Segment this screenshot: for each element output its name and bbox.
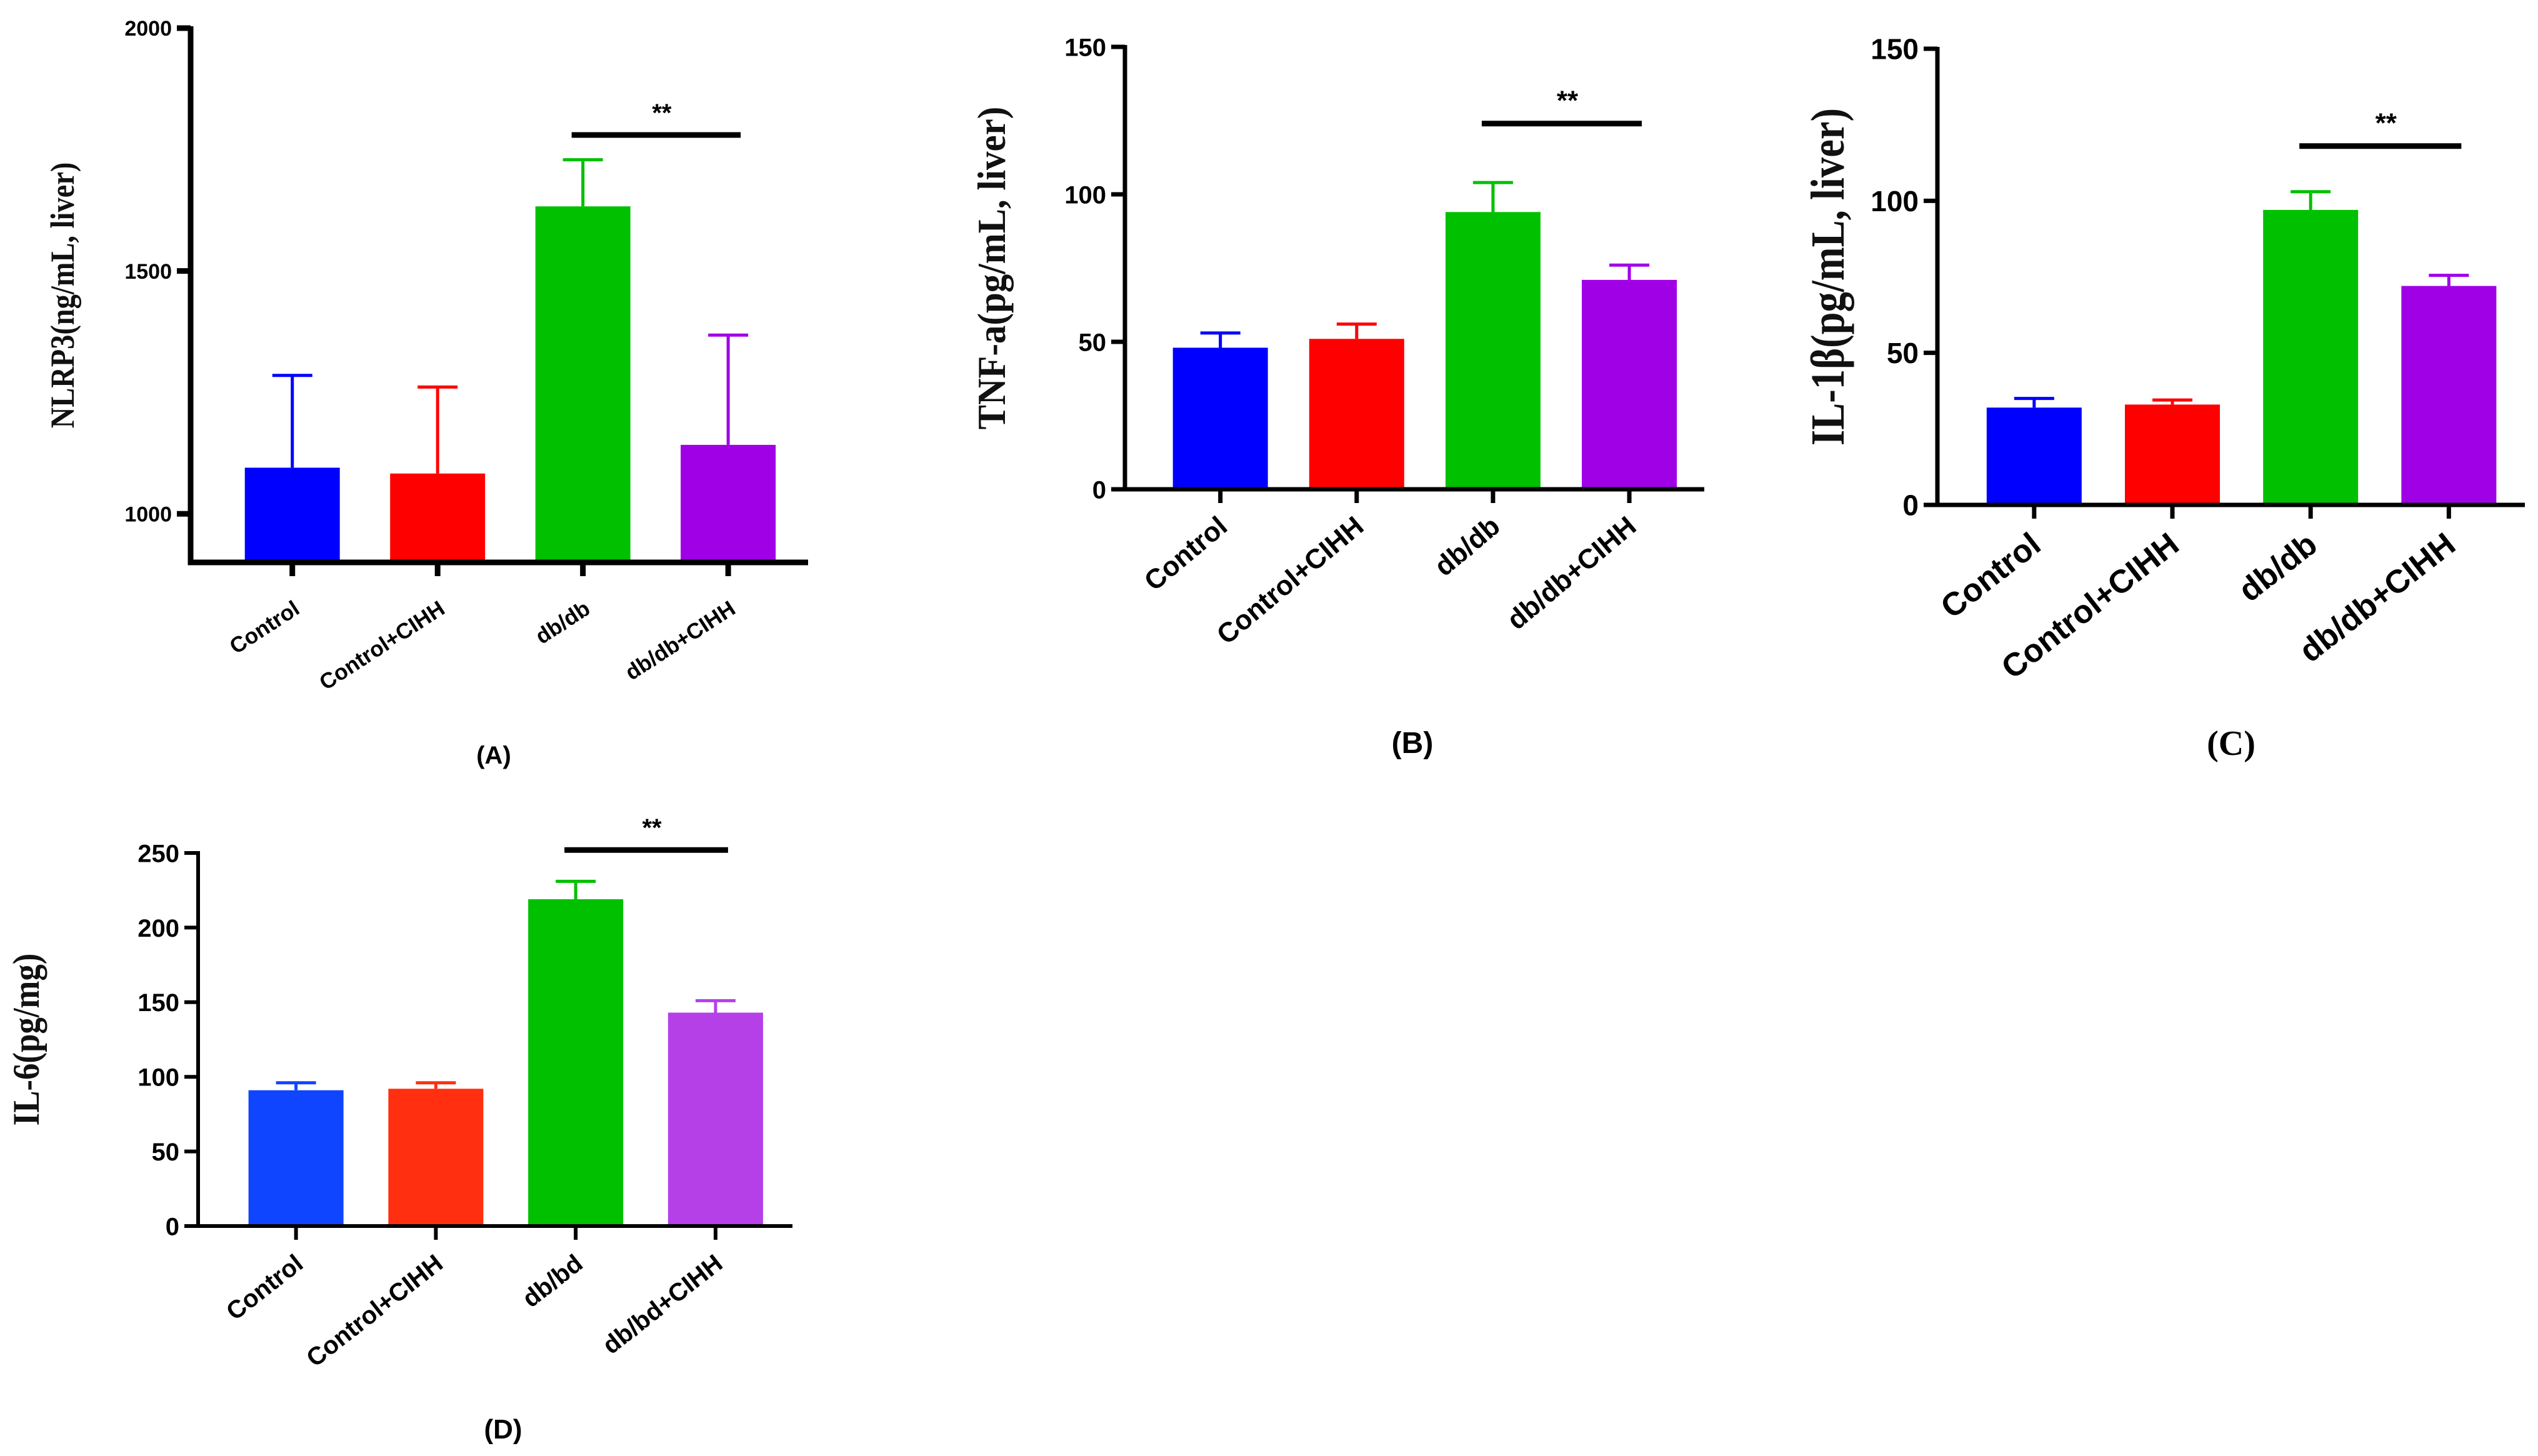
category-label: db/db+CIHH [1501,511,1642,636]
panel-label: (C) [2207,724,2256,763]
y-axis-title: TNF-a(pg/mL, liver) [970,107,1014,430]
y-axis-title: NLRP3(ng/mL, liver) [44,162,81,429]
bar-0 [248,1090,344,1226]
y-tick-label: 150 [137,989,179,1017]
category-label: db/bd+CIHH [597,1249,727,1359]
bar-1 [1309,339,1404,489]
bar-3 [667,1012,763,1226]
category-label: Control [1934,526,2047,626]
y-tick-label: 150 [1064,34,1106,61]
bar-0 [1986,407,2082,505]
category-label: db/db [531,596,594,649]
bar-3 [2401,286,2497,505]
y-tick-label: 100 [1871,185,1919,217]
y-tick-label: 50 [152,1139,180,1166]
category-label: db/db [2232,526,2324,609]
y-tick-label: 0 [1092,476,1106,504]
bar-3 [1582,279,1677,489]
y-tick-label: 150 [1871,33,1919,66]
significance-label: ** [2376,108,2397,139]
y-tick-label: 1500 [124,260,172,284]
y-tick-label: 200 [137,915,179,942]
category-label: Control+CIHH [1211,511,1369,651]
y-tick-label: 100 [1064,181,1106,209]
bar-0 [1172,347,1268,489]
category-label: db/db [1429,511,1506,582]
category-label: Control [221,1249,308,1325]
bar-3 [681,444,776,562]
panel-label: (D) [484,1414,522,1445]
y-tick-label: 0 [166,1213,179,1240]
category-label: Control+CIHH [301,1249,448,1372]
category-label: Control [225,596,304,659]
bar-2 [2263,209,2359,505]
y-tick-label: 1000 [124,503,172,527]
y-axis-title: IL-6(pg/mg) [6,954,47,1126]
significance-label: ** [652,99,672,127]
y-tick-label: 50 [1079,329,1107,356]
significance-label: ** [642,814,662,842]
y-tick-label: 100 [137,1064,179,1092]
bar-1 [388,1089,484,1226]
bar-1 [390,473,486,562]
y-tick-label: 0 [1902,489,1919,522]
chart-panel-a: 1000 1500 2000 Control Control+CIHH db/db db/d… [44,17,808,769]
bar-2 [535,206,631,562]
category-label: Control [1139,511,1233,597]
y-tick-label: 50 [1887,337,1919,369]
category-label: db/bd [517,1249,588,1313]
bar-2 [528,899,624,1226]
panel-label: (A) [476,742,511,769]
category-label: Control+CIHH [315,596,449,695]
panel-label: (B) [1392,727,1434,760]
bar-2 [1445,212,1541,489]
bar-0 [244,467,340,562]
y-tick-label: 2000 [124,17,172,41]
bar-1 [2125,404,2220,505]
significance-label: ** [1557,86,1579,116]
y-axis-title: IL-1β(pg/mL, liver) [1802,108,1854,446]
y-tick-label: 250 [137,840,179,867]
category-label: db/db+CIHH [621,596,739,685]
